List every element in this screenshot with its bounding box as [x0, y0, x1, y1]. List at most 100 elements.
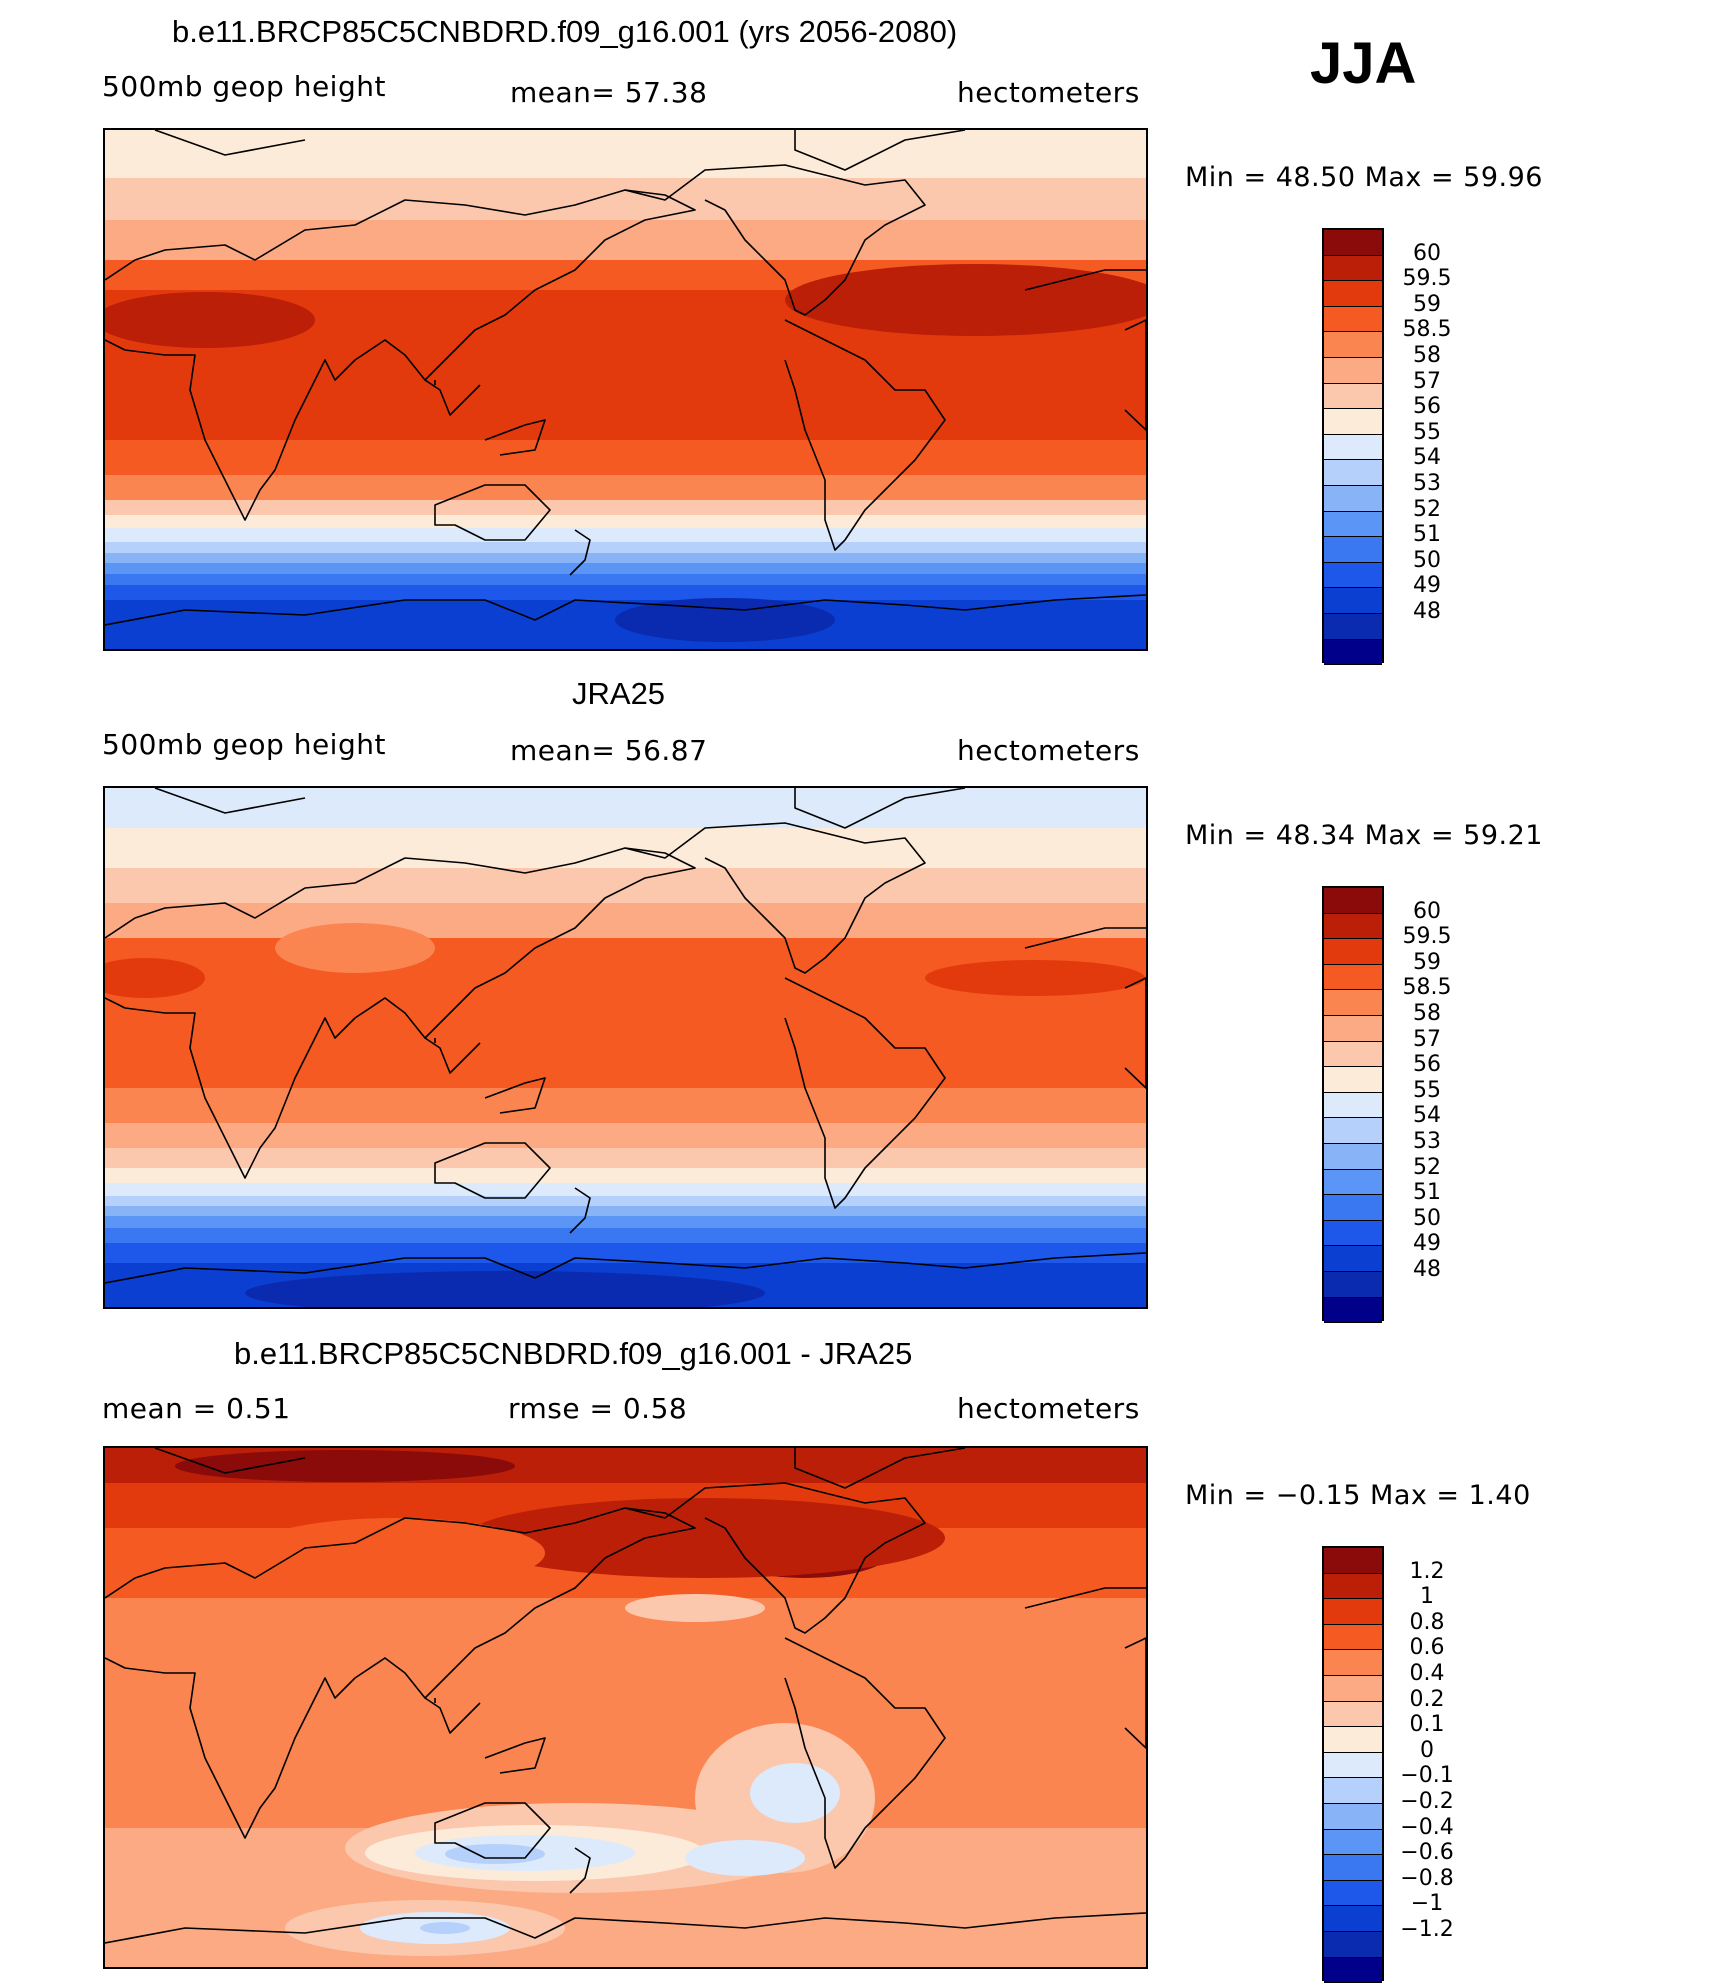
colorbar-tick-label: 59 [1413, 949, 1441, 975]
colorbar-tick-label: 56 [1413, 394, 1441, 420]
panel-3-units-label: hectometers [957, 1392, 1140, 1425]
colorbar-tick-label: −0.8 [1400, 1865, 1454, 1891]
colorbar-tick-label: 59.5 [1402, 924, 1452, 950]
colorbar-swatch [1324, 1067, 1382, 1093]
colorbar-swatch [1324, 1016, 1382, 1042]
colorbar-swatch [1324, 1041, 1382, 1068]
colorbar-swatch [1324, 888, 1382, 914]
colorbar-swatch [1324, 460, 1382, 486]
colorbar-tick-label: 53 [1413, 471, 1441, 496]
colorbar-tick-label: 51 [1413, 1180, 1441, 1206]
colorbar-tick-label: 58 [1413, 343, 1441, 368]
colorbar-swatch [1324, 1932, 1382, 1958]
colorbar-tick-label: 0.2 [1409, 1686, 1445, 1712]
panel-2-variable-label: 500mb geop height [102, 728, 386, 761]
colorbar-swatch [1324, 1573, 1382, 1600]
colorbar-tick-label: 1 [1420, 1584, 1434, 1610]
colorbar-swatch [1324, 1804, 1382, 1830]
colorbar-tick-label: 54 [1413, 1103, 1441, 1129]
colorbar-swatch [1324, 1624, 1382, 1651]
colorbar-tick-label: 59.5 [1402, 266, 1452, 292]
colorbar-tick-label: 0.6 [1409, 1635, 1445, 1661]
panel-2-title: JRA25 [572, 676, 666, 711]
colorbar-tick-label: −0.2 [1400, 1789, 1454, 1814]
colorbar-tick-label: −0.6 [1400, 1840, 1454, 1866]
colorbar-swatch [1324, 913, 1382, 940]
panel-2-minmax: Min = 48.34 Max = 59.21 [1185, 820, 1543, 851]
panel-3-title: b.e11.BRCP85C5CNBDRD.f09_g16.001 - JRA25 [234, 1336, 913, 1371]
colorbar-swatch [1324, 1906, 1382, 1932]
colorbar-swatch [1324, 1599, 1382, 1625]
colorbar-tick-label: 49 [1413, 1231, 1441, 1257]
colorbar-swatch [1324, 486, 1382, 512]
colorbar-tick-label: 50 [1413, 1205, 1441, 1231]
colorbar-swatch [1324, 1118, 1382, 1144]
colorbar-box [1322, 886, 1384, 1324]
colorbar-swatch [1324, 1220, 1382, 1247]
colorbar-tick-label: 49 [1413, 573, 1441, 599]
colorbar-tick-label: 48 [1413, 1257, 1441, 1282]
panel-2-units-label: hectometers [957, 734, 1140, 767]
panel-1-title: b.e11.BRCP85C5CNBDRD.f09_g16.001 (yrs 20… [172, 14, 958, 49]
colorbar-swatch [1324, 1650, 1382, 1676]
colorbar-swatch [1324, 1272, 1382, 1298]
panel-1-units-label: hectometers [957, 76, 1140, 109]
colorbar-tick-label: 55 [1413, 419, 1441, 445]
colorbar-tick-label: −1 [1410, 1891, 1444, 1917]
colorbar-tick-label: 50 [1413, 547, 1441, 573]
panel-3-rmse-label: rmse = 0.58 [508, 1392, 688, 1425]
colorbar-swatch [1324, 281, 1382, 307]
colorbar-swatch [1324, 1676, 1382, 1702]
colorbar-swatch [1324, 383, 1382, 410]
colorbar-swatch [1324, 1246, 1382, 1272]
colorbar-tick-label: −0.1 [1400, 1763, 1454, 1789]
panel-2-mean-label: mean= 56.87 [510, 734, 708, 767]
panel-1-minmax: Min = 48.50 Max = 59.96 [1185, 162, 1543, 193]
colorbar-tick-label: 60 [1413, 898, 1441, 924]
panel-1-mean-label: mean= 57.38 [510, 76, 708, 109]
panel-3-contour-field [105, 1448, 1146, 1967]
colorbar-swatch [1324, 434, 1382, 461]
panel-3-map [103, 1446, 1148, 1969]
colorbar-tick-label: 58.5 [1402, 975, 1452, 1001]
colorbar-swatch [1324, 1092, 1382, 1119]
colorbar-swatch [1324, 1548, 1382, 1574]
colorbar-swatch [1324, 1297, 1382, 1324]
colorbar-swatch [1324, 1195, 1382, 1221]
colorbar-swatch [1324, 1144, 1382, 1170]
colorbar-tick-label: 60 [1413, 240, 1441, 266]
colorbar-tick-label: 51 [1413, 522, 1441, 548]
colorbar-tick-label: 56 [1413, 1052, 1441, 1078]
colorbar-swatch [1324, 639, 1382, 666]
colorbar-tick-label: 53 [1413, 1129, 1441, 1154]
colorbar-swatch [1324, 1957, 1382, 1984]
panel-2-map [103, 786, 1148, 1309]
colorbar-tick-label: 57 [1413, 368, 1441, 394]
colorbar-tick-label: 0.1 [1409, 1712, 1445, 1738]
colorbar-swatch [1324, 306, 1382, 333]
colorbar-tick-label: 0 [1420, 1737, 1434, 1763]
colorbar-tick-label: 57 [1413, 1026, 1441, 1052]
colorbar-tick-label: −0.4 [1400, 1814, 1454, 1840]
colorbar-swatch [1324, 964, 1382, 991]
colorbar-tick-label: 52 [1413, 1154, 1441, 1180]
colorbar-tick-label: 0.4 [1409, 1661, 1445, 1686]
panel-3-minmax: Min = −0.15 Max = 1.40 [1185, 1480, 1531, 1511]
panel-1-contour-field [105, 130, 1146, 649]
colorbar-tick-label: 59 [1413, 291, 1441, 317]
colorbar-swatch [1324, 1701, 1382, 1728]
colorbar-tick-label: 0.8 [1409, 1609, 1445, 1635]
colorbar-tick-label: 1.2 [1409, 1558, 1445, 1584]
colorbar-tick-label: 48 [1413, 599, 1441, 624]
colorbar-swatch [1324, 230, 1382, 256]
colorbar-swatch [1324, 511, 1382, 538]
colorbar-tick-label: 54 [1413, 445, 1441, 471]
colorbar-box [1322, 228, 1384, 666]
colorbar-swatch [1324, 1727, 1382, 1753]
colorbar-swatch [1324, 358, 1382, 384]
colorbar-swatch [1324, 990, 1382, 1016]
colorbar-swatch [1324, 537, 1382, 563]
colorbar-tick-label: 52 [1413, 496, 1441, 522]
colorbar-tick-label: 58.5 [1402, 317, 1452, 343]
colorbar-swatch [1324, 1778, 1382, 1804]
